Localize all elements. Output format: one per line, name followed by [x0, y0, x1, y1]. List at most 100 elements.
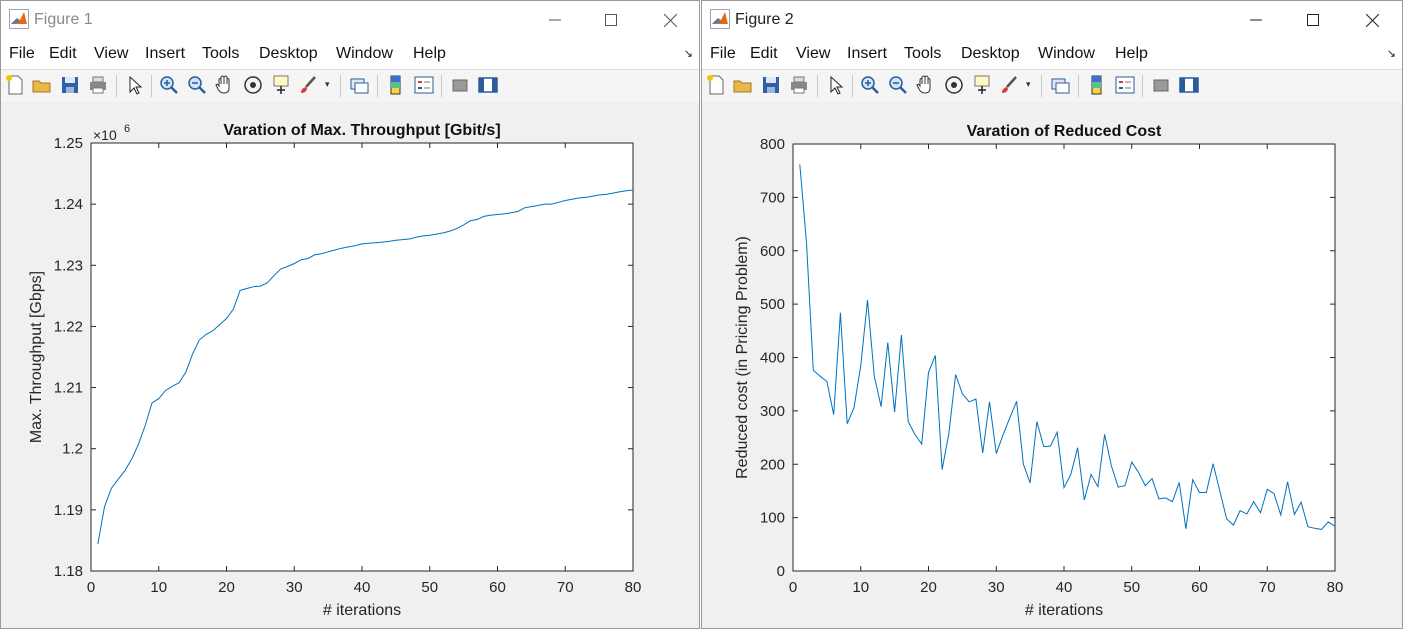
menu-edit[interactable]: Edit	[750, 45, 778, 62]
y-tick-label: 1.2	[62, 441, 83, 458]
menu-help[interactable]: Help	[1115, 45, 1148, 62]
close-button[interactable]	[1343, 1, 1401, 39]
menu-insert[interactable]: Insert	[145, 45, 186, 62]
y-tick-label: 1.23	[54, 257, 83, 274]
menu-insert[interactable]: Insert	[847, 45, 888, 62]
x-tick-label: 50	[1123, 579, 1140, 596]
menu-window[interactable]: Window	[1038, 45, 1095, 62]
y-tick-label: 1.25	[54, 135, 83, 152]
insert-colorbar-icon[interactable]	[1085, 73, 1109, 97]
link-plot-icon[interactable]	[347, 73, 371, 97]
plot-area: 0 10 20 30 40 50 60 70 80 1.18 1.19 1.2 1.21 1.22 1.23…	[1, 102, 699, 628]
pan-hand-icon[interactable]	[914, 73, 938, 97]
open-file-icon[interactable]	[731, 73, 755, 97]
save-icon[interactable]	[58, 73, 82, 97]
rotate-3d-icon[interactable]	[241, 73, 265, 97]
insert-legend-icon[interactable]	[1113, 73, 1137, 97]
minimize-button[interactable]	[1227, 1, 1285, 39]
y-axis-label: Reduced cost (in Pricing Problem)	[734, 236, 751, 479]
zoom-out-icon[interactable]	[185, 73, 209, 97]
print-icon[interactable]	[787, 73, 811, 97]
menu-desktop[interactable]: Desktop	[961, 45, 1020, 62]
x-tick-label: 70	[1259, 579, 1276, 596]
menu-window[interactable]: Window	[336, 45, 393, 62]
hide-plot-tools-icon[interactable]	[1149, 73, 1173, 97]
zoom-out-icon[interactable]	[886, 73, 910, 97]
minimize-button[interactable]	[526, 1, 584, 39]
exponent-power: 6	[124, 123, 130, 135]
new-figure-icon[interactable]	[3, 73, 27, 97]
figure-toolbar: ▾	[702, 69, 1402, 103]
show-plot-tools-icon[interactable]	[1177, 73, 1201, 97]
y-tick-label: 300	[760, 403, 785, 420]
brush-dropdown-icon[interactable]: ▾	[325, 79, 330, 89]
title-bar[interactable]: Figure 1	[1, 1, 699, 39]
y-tick-label: 600	[760, 243, 785, 260]
rotate-3d-icon[interactable]	[942, 73, 966, 97]
title-bar[interactable]: Figure 2	[702, 1, 1402, 39]
brush-icon[interactable]	[998, 73, 1022, 97]
x-tick-label: 70	[557, 579, 574, 596]
menu-tools[interactable]: Tools	[202, 45, 240, 62]
exponent-label: ×10	[93, 127, 117, 143]
y-tick-label: 1.24	[54, 196, 83, 213]
menu-tools[interactable]: Tools	[904, 45, 942, 62]
x-tick-label: 60	[1191, 579, 1208, 596]
save-icon[interactable]	[759, 73, 783, 97]
toolbar-separator	[116, 75, 117, 97]
minimize-icon	[549, 19, 561, 21]
menu-edit[interactable]: Edit	[49, 45, 77, 62]
window-title: Figure 1	[34, 11, 93, 28]
data-cursor-icon[interactable]	[269, 73, 293, 97]
menu-view[interactable]: View	[796, 45, 831, 62]
x-tick-label: 30	[988, 579, 1005, 596]
x-tick-label: 10	[150, 579, 167, 596]
zoom-in-icon[interactable]	[858, 73, 882, 97]
pan-hand-icon[interactable]	[213, 73, 237, 97]
x-tick-label: 40	[354, 579, 371, 596]
axes-2[interactable]: 0 10 20 30 40 50 60 70 8001002003004005006007008…	[702, 102, 1403, 629]
new-figure-icon[interactable]	[704, 73, 728, 97]
matlab-logo-icon	[710, 9, 730, 29]
close-button[interactable]	[641, 1, 699, 39]
x-axis-label: # iterations	[1025, 602, 1103, 619]
data-cursor-icon[interactable]	[970, 73, 994, 97]
series-line	[97, 189, 634, 545]
edit-plot-arrow-icon[interactable]	[824, 73, 848, 97]
figure-toolbar: ▾	[1, 69, 699, 103]
insert-legend-icon[interactable]	[412, 73, 436, 97]
axes-1[interactable]: 0 10 20 30 40 50 60 70 80 1.18 1.19 1.2 1.21 1.22 1.23…	[1, 102, 700, 629]
menu-file[interactable]: File	[9, 45, 35, 62]
x-tick-label: 30	[286, 579, 303, 596]
menu-file[interactable]: File	[710, 45, 736, 62]
x-tick-label: 20	[920, 579, 937, 596]
x-tick-label: 20	[218, 579, 235, 596]
window-title: Figure 2	[735, 11, 794, 28]
hide-plot-tools-icon[interactable]	[448, 73, 472, 97]
insert-colorbar-icon[interactable]	[384, 73, 408, 97]
print-icon[interactable]	[86, 73, 110, 97]
open-file-icon[interactable]	[30, 73, 54, 97]
maximize-icon	[1307, 14, 1319, 26]
zoom-in-icon[interactable]	[157, 73, 181, 97]
x-tick-label: 10	[852, 579, 869, 596]
link-plot-icon[interactable]	[1048, 73, 1072, 97]
chart-title: Varation of Reduced Cost	[967, 123, 1162, 140]
menu-view[interactable]: View	[94, 45, 129, 62]
maximize-button[interactable]	[582, 1, 640, 39]
x-tick-label: 0	[87, 579, 95, 596]
menu-help[interactable]: Help	[413, 45, 446, 62]
y-tick-label: 1.21	[54, 380, 83, 397]
edit-plot-arrow-icon[interactable]	[123, 73, 147, 97]
maximize-button[interactable]	[1284, 1, 1342, 39]
show-plot-tools-icon[interactable]	[476, 73, 500, 97]
series-line	[799, 164, 1336, 530]
close-icon	[663, 13, 677, 27]
menu-desktop[interactable]: Desktop	[259, 45, 318, 62]
brush-dropdown-icon[interactable]: ▾	[1026, 79, 1031, 89]
dock-arrow-icon[interactable]: ↘	[1386, 48, 1396, 60]
dock-arrow-icon[interactable]: ↘	[683, 48, 693, 60]
y-tick-label: 400	[760, 350, 785, 367]
y-tick-label: 100	[760, 510, 785, 527]
brush-icon[interactable]	[297, 73, 321, 97]
